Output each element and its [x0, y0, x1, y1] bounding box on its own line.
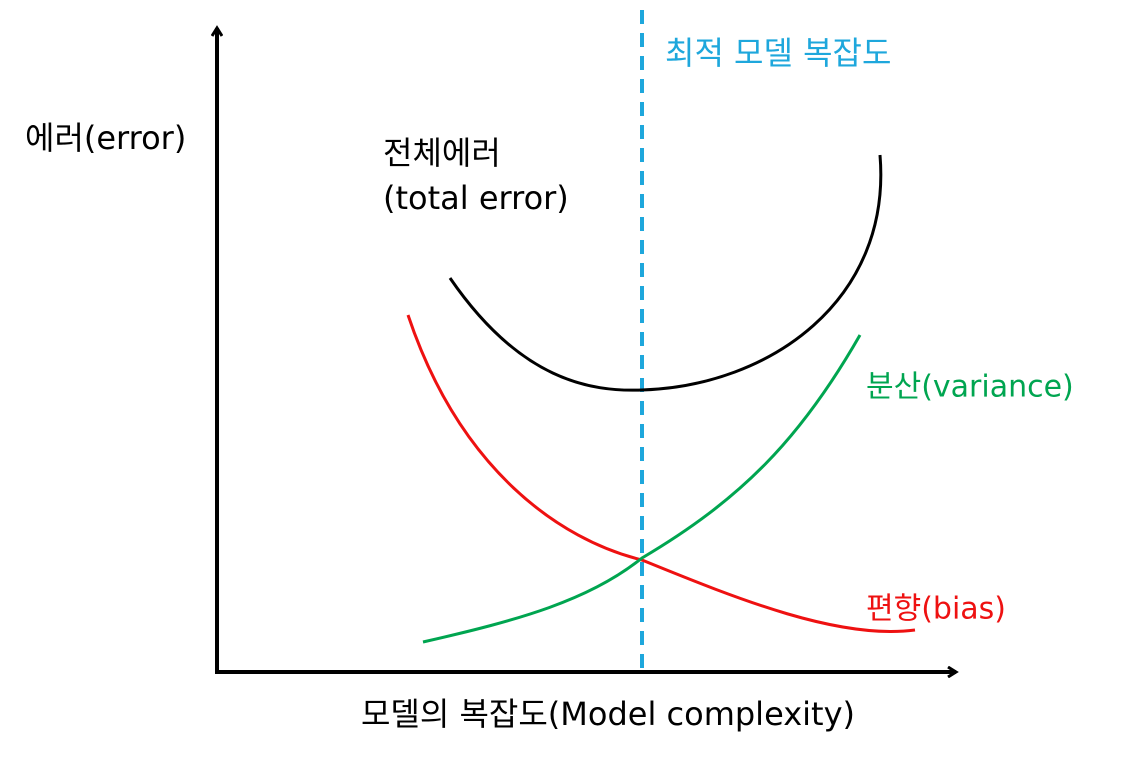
x-axis-label: 모델의 복잡도(Model complexity): [361, 695, 855, 733]
total-error-label: 전체에러: [383, 134, 501, 172]
optimum-label: 최적 모델 복잡도: [665, 34, 891, 72]
total-error-curve: [448, 154, 883, 392]
bias-label: 편향(bias): [866, 592, 1006, 627]
total-error-label: (total error): [383, 179, 569, 217]
variance-curve: [422, 334, 862, 644]
y-axis-label: 에러(error): [25, 119, 186, 157]
bias-curve: [406, 314, 916, 634]
variance-label: 분산(variance): [866, 370, 1074, 405]
